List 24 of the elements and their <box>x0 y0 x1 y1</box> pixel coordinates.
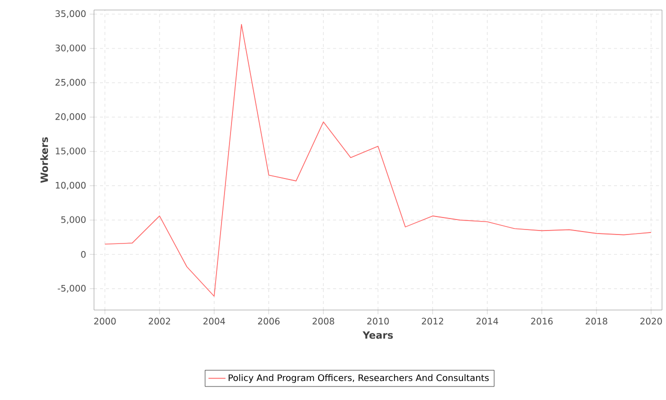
y-tick-label: 15,000 <box>56 148 86 156</box>
x-tick-label: 2006 <box>258 318 280 325</box>
x-tick-label: 2016 <box>531 318 553 325</box>
y-tick-label: 35,000 <box>56 10 86 18</box>
y-tick-label: 5,000 <box>61 216 86 224</box>
x-axis-title: Years <box>362 331 393 339</box>
x-tick-label: 2004 <box>203 318 226 325</box>
y-tick-label: 10,000 <box>56 182 86 190</box>
x-tick-label: 2018 <box>586 318 608 325</box>
x-tick-label: 2008 <box>312 318 334 325</box>
x-tick-label: 2000 <box>94 318 116 325</box>
x-tick-label: 2012 <box>422 318 444 325</box>
x-tick-label: 2014 <box>476 318 498 325</box>
y-tick-label: 0 <box>81 251 86 258</box>
y-axis-title: Workers <box>40 137 48 183</box>
x-tick-label: 2020 <box>640 318 662 325</box>
y-tick-label: 20,000 <box>56 113 86 121</box>
x-tick-label: 2002 <box>148 318 170 325</box>
legend-label: Policy And Program Officers, Researchers And Consultants <box>228 374 489 383</box>
y-tick-label: -5,000 <box>58 284 86 293</box>
line-series <box>104 24 652 297</box>
x-tick-label: 2010 <box>367 318 389 325</box>
y-tick-label: 25,000 <box>56 78 86 87</box>
y-tick-label: 30,000 <box>56 44 86 52</box>
